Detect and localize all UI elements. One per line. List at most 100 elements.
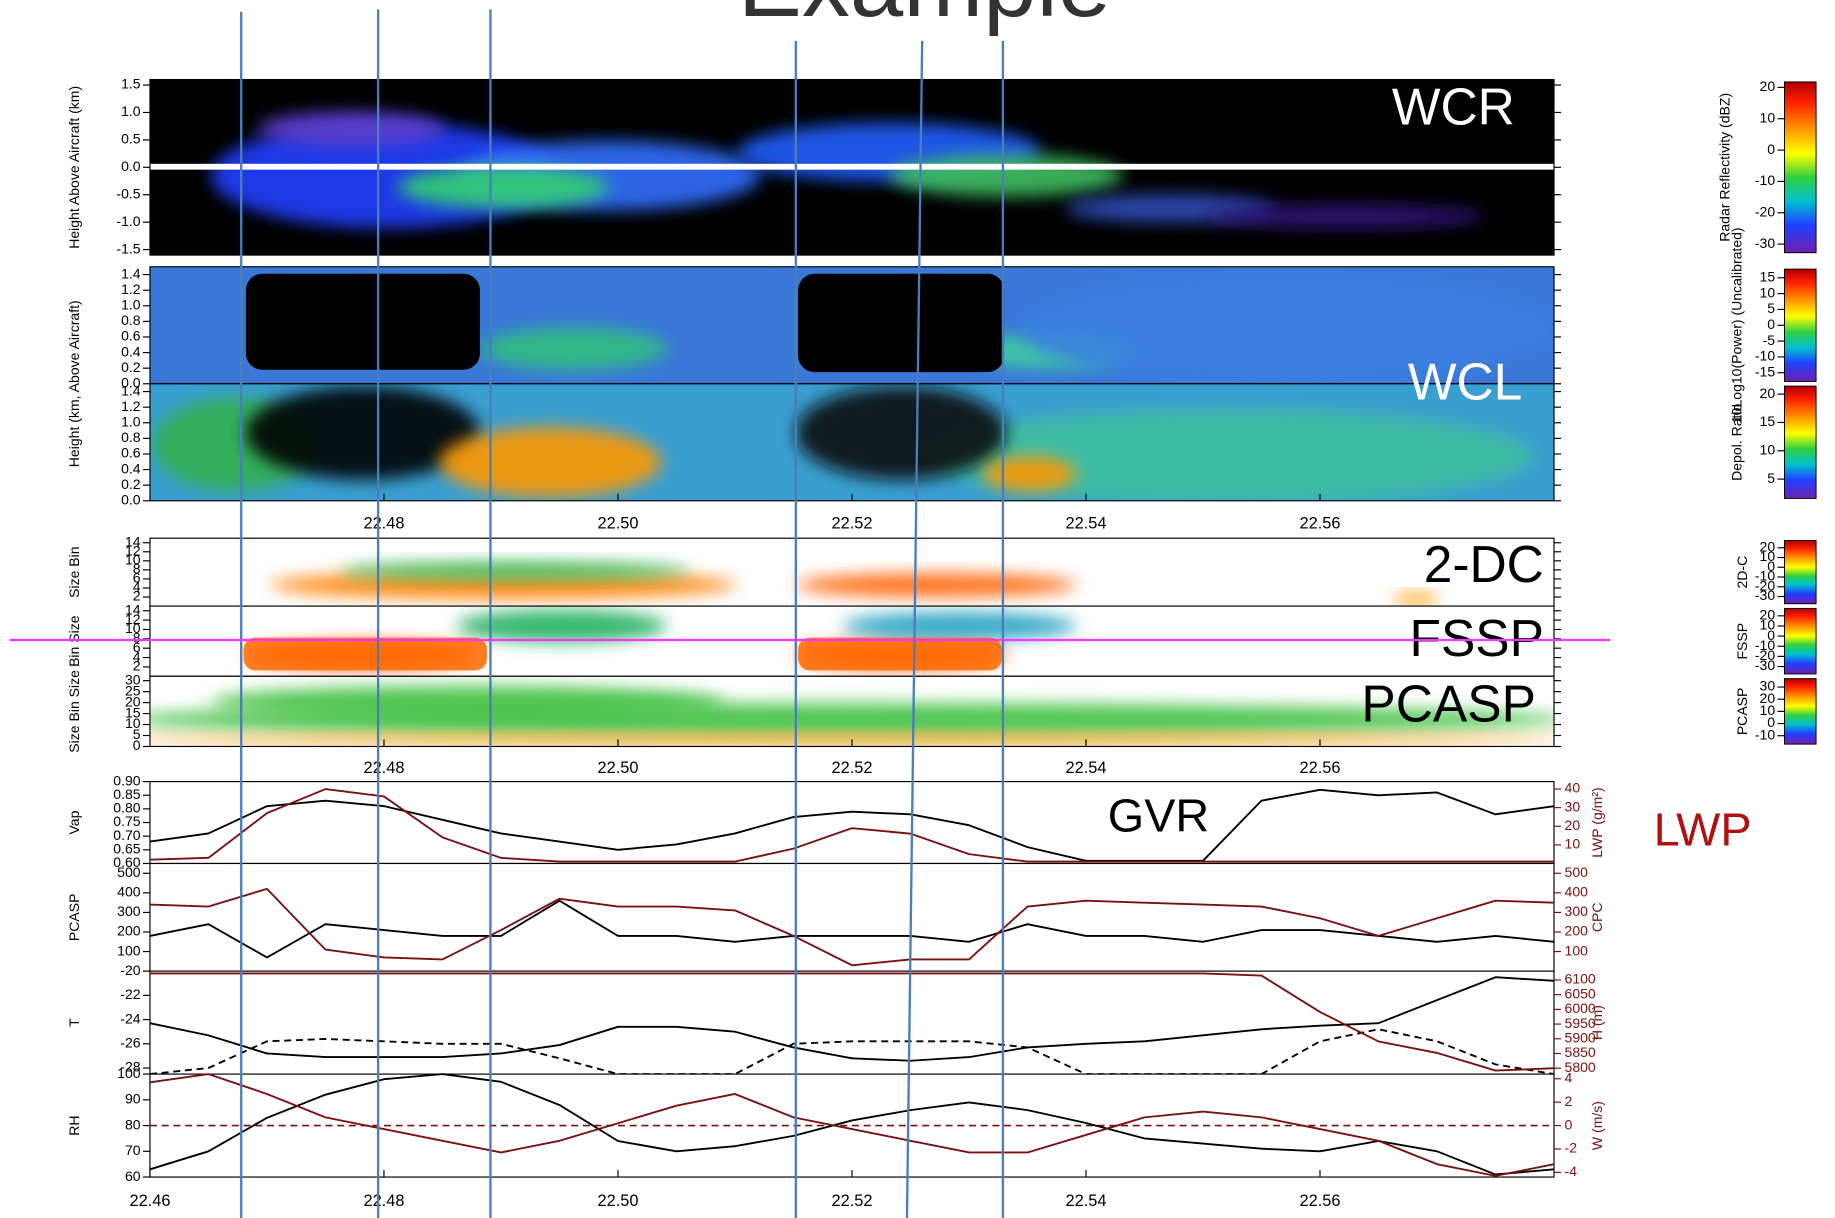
- y-tick-label: 2: [133, 658, 141, 674]
- y-tick-label: 0.0: [121, 374, 141, 390]
- colorbar-tick-label: 20: [1760, 78, 1776, 94]
- y-tick-label: 10: [125, 620, 141, 636]
- y-tick-label: 100: [117, 942, 141, 958]
- heatmap-region: [983, 456, 1077, 492]
- heatmap-region: [398, 166, 609, 209]
- y-tick-label: -20: [120, 962, 140, 978]
- colorbar-tick-label: -20: [1755, 203, 1775, 219]
- heatmap-image: [269, 561, 1440, 605]
- y2-tick-label: -2: [1565, 1140, 1578, 1156]
- x-tick-label: 22.52: [831, 515, 872, 533]
- x-tick-label: 22.56: [1299, 515, 1340, 533]
- y2-tick-label: 20: [1565, 817, 1581, 833]
- y2-tick-label: 6100: [1565, 971, 1596, 987]
- heatmap-region: [1205, 204, 1487, 229]
- y-tick-label: 10: [125, 552, 141, 568]
- y-tick-label: 14: [125, 601, 141, 617]
- colorbar-tick-label: -10: [1755, 348, 1775, 364]
- colorbar-tick-label: 0: [1767, 316, 1775, 332]
- heatmap-image: [245, 269, 1554, 384]
- y-axis-label: Vap: [66, 810, 82, 834]
- x-tick-label: 22.52: [831, 759, 872, 777]
- x-tick-label: 22.56: [1299, 759, 1340, 777]
- y-tick-label: 0.4: [121, 343, 141, 359]
- colorbar: [1784, 678, 1817, 745]
- y-axis-label: T: [66, 1018, 82, 1027]
- colorbar: [1784, 81, 1817, 254]
- y-tick-label: 1.2: [121, 398, 141, 414]
- colorbar-label: 2D-C: [1734, 556, 1750, 589]
- y2-tick-label: 2: [1565, 1093, 1573, 1109]
- y-tick-label: 0.8: [121, 312, 141, 328]
- colorbar-label: 10Log10(Power) (Uncalibrated): [1728, 227, 1744, 423]
- colorbar-tick-label: -20: [1755, 577, 1775, 593]
- data-line: [149, 972, 1555, 1072]
- y-tick-label: 0.0: [121, 491, 141, 507]
- heatmap-region: [842, 611, 1077, 641]
- y-axis-label: PCASP: [66, 894, 82, 942]
- y-tick-label: 5: [133, 726, 141, 742]
- side-label: LWP: [1654, 803, 1752, 855]
- y2-tick-label: 0: [1565, 1116, 1573, 1132]
- panel-label: GVR: [1108, 789, 1209, 841]
- heatmap-region: [438, 427, 662, 498]
- colorbar-tick-label: 10: [1760, 109, 1776, 125]
- y-tick-label: 4: [133, 579, 141, 595]
- y-tick-label: -26: [120, 1035, 140, 1051]
- y-tick-label: -28: [120, 1059, 140, 1075]
- y-tick-label: 0.2: [121, 359, 141, 375]
- colorbar-tick-label: 20: [1760, 538, 1776, 554]
- y2-tick-label: 5900: [1565, 1029, 1596, 1045]
- colorbar-tick-label: 0: [1767, 558, 1775, 574]
- y-tick-label: 500: [117, 864, 141, 880]
- y-tick-label: 0.8: [121, 429, 141, 445]
- y-tick-label: 1.5: [121, 76, 141, 92]
- y-tick-label: 6: [133, 639, 141, 655]
- y-tick-label: 8: [133, 630, 141, 646]
- colorbar-tick-label: 10: [1760, 441, 1776, 457]
- y-tick-label: 0.2: [121, 476, 141, 492]
- colorbar-tick-label: -10: [1755, 637, 1775, 653]
- y-tick-label: 200: [117, 923, 141, 939]
- y-tick-label: 25: [125, 682, 141, 698]
- colorbar-tick-label: 5: [1767, 470, 1775, 486]
- no-signal-region: [798, 273, 1005, 373]
- y-tick-label: 6: [133, 570, 141, 586]
- y-tick-label: 70: [125, 1142, 141, 1158]
- panel-label: WCL: [1408, 353, 1522, 411]
- colorbar-tick-label: -10: [1755, 726, 1775, 742]
- x-tick-label: 22.50: [597, 759, 638, 777]
- y-axis-label: Size Bin Size: [66, 670, 82, 753]
- heatmap-region: [210, 685, 726, 719]
- heatmap-image: [243, 609, 1077, 671]
- y-tick-label: 300: [117, 903, 141, 919]
- heatmap-region: [456, 609, 668, 643]
- y-tick-label: 0.90: [113, 772, 141, 788]
- y-axis-label: Size Bin: [66, 546, 82, 597]
- y-tick-label: 12: [125, 542, 141, 558]
- y-tick-label: 12: [125, 611, 141, 627]
- colorbar-tick-label: 10: [1760, 617, 1776, 633]
- x-tick-label: 22.50: [597, 1192, 638, 1210]
- y-tick-label: 0.6: [121, 445, 141, 461]
- heatmap-region: [924, 409, 1533, 501]
- y-tick-label: -1.0: [116, 213, 140, 229]
- y2-axis-label: H (m): [1589, 1005, 1605, 1040]
- colorbar-tick-label: 10: [1760, 548, 1776, 564]
- colorbar: [1784, 385, 1817, 499]
- y2-tick-label: 4: [1565, 1069, 1573, 1085]
- heatmap-region: [1018, 269, 1554, 384]
- x-tick-label: 22.54: [1065, 1192, 1106, 1210]
- x-tick-label: 22.50: [597, 515, 638, 533]
- heatmap-region: [889, 154, 1124, 197]
- x-tick-label: 22.54: [1065, 759, 1106, 777]
- y-tick-label: 1.0: [121, 413, 141, 429]
- y-tick-label: 0: [133, 737, 141, 753]
- x-tick-label: 22.48: [363, 1192, 404, 1210]
- aircraft-line: [149, 163, 1554, 170]
- colorbar-tick-label: -20: [1755, 647, 1775, 663]
- y2-axis-label: LWP (g/m²): [1589, 787, 1605, 857]
- y-tick-label: 30: [125, 671, 141, 687]
- y-tick-label: -24: [120, 1010, 140, 1026]
- y-tick-label: 0.5: [121, 131, 141, 147]
